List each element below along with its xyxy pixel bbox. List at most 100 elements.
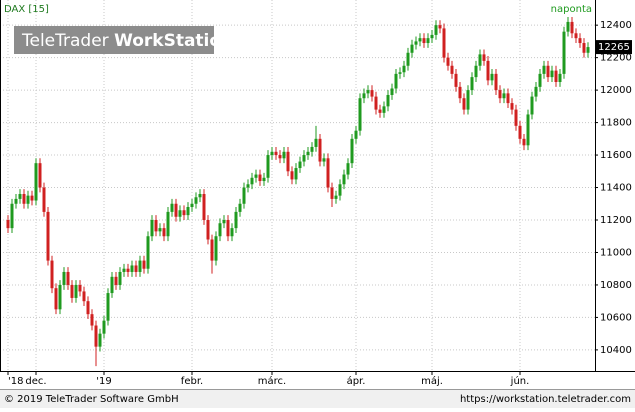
candle-body xyxy=(530,96,534,115)
candle-body xyxy=(454,73,458,87)
candle-body xyxy=(98,333,102,347)
candle-body xyxy=(226,220,230,237)
candle-body xyxy=(162,228,166,237)
candle-body xyxy=(78,284,82,292)
candle-body xyxy=(374,96,378,110)
candle-body xyxy=(490,73,494,81)
candle-body xyxy=(222,220,226,224)
candle-body xyxy=(202,194,206,221)
candle-body xyxy=(42,187,46,212)
candle-body xyxy=(102,320,106,334)
candle-body xyxy=(54,288,58,310)
candle-body xyxy=(542,65,546,74)
candle-body xyxy=(366,90,370,94)
candle-body xyxy=(182,210,186,216)
candle-body xyxy=(14,198,18,204)
candle-body xyxy=(86,301,90,315)
candle-body xyxy=(378,109,382,113)
candle-body xyxy=(254,174,258,178)
watermark: TeleTrader WorkStation xyxy=(21,31,233,51)
candle-body xyxy=(286,151,290,172)
candle-body xyxy=(494,73,498,91)
candle-body xyxy=(18,194,22,199)
candle-body xyxy=(578,38,582,44)
candle-body xyxy=(118,271,122,285)
candle-body xyxy=(342,174,346,185)
candle-body xyxy=(518,125,522,139)
candle-body xyxy=(390,88,394,95)
candle-body xyxy=(498,90,502,99)
candle-body xyxy=(134,265,138,272)
candle-body xyxy=(562,31,566,74)
candle-body xyxy=(282,151,286,159)
candle-body xyxy=(290,171,294,180)
x-tick-label: jún. xyxy=(510,375,530,387)
candle-body xyxy=(514,109,518,126)
candle-body xyxy=(334,195,338,199)
candle-body xyxy=(82,291,86,302)
candle-body xyxy=(346,163,350,175)
watermark-brand: TeleTrader xyxy=(21,31,109,51)
candle-body xyxy=(110,276,114,294)
candle-body xyxy=(406,52,410,66)
y-tick-label: 12400 xyxy=(600,20,632,31)
candle-body xyxy=(126,268,130,272)
candle-body xyxy=(158,228,162,232)
candle-body xyxy=(350,138,354,164)
candle-body xyxy=(150,220,154,237)
y-tick-label: 11800 xyxy=(600,118,632,129)
candle-body xyxy=(310,146,314,152)
candle-body xyxy=(414,41,418,45)
candle-body xyxy=(466,90,470,110)
candle-body xyxy=(90,314,94,326)
candle-body xyxy=(538,73,542,87)
candle-body xyxy=(206,220,210,240)
last-price-box xyxy=(596,40,632,55)
candle-body xyxy=(398,72,402,74)
candle-body xyxy=(506,93,510,104)
candle-body xyxy=(122,268,126,272)
candle-body xyxy=(570,21,574,34)
candle-body xyxy=(586,47,590,53)
y-tick-label: 11000 xyxy=(600,247,632,258)
candle-body xyxy=(450,65,454,74)
candle-body xyxy=(194,197,198,204)
candle-body xyxy=(478,54,482,66)
candle-body xyxy=(178,210,182,217)
y-tick-label: 10400 xyxy=(600,345,632,356)
candle-body xyxy=(174,203,178,217)
candle-body xyxy=(94,325,98,347)
candle-body xyxy=(114,276,118,285)
candle-body xyxy=(154,220,158,232)
candle-body xyxy=(106,293,110,321)
candle-body xyxy=(274,151,278,156)
candle-body xyxy=(250,177,254,185)
y-tick-label: 12200 xyxy=(600,53,632,64)
candle-body xyxy=(482,54,486,61)
candle-body xyxy=(38,163,42,188)
footer-url: https://workstation.teletrader.com xyxy=(460,394,631,405)
watermark-box xyxy=(14,26,214,54)
candle-body xyxy=(330,187,334,199)
candle-body xyxy=(258,174,262,182)
candle-body xyxy=(210,239,214,261)
candle-body xyxy=(526,114,530,146)
candle-body xyxy=(438,25,442,29)
candle-body xyxy=(370,90,374,97)
candle-body xyxy=(402,65,406,73)
candle-body xyxy=(66,271,70,285)
candle-body xyxy=(6,220,10,229)
candle-body xyxy=(186,207,190,216)
candle-body xyxy=(306,151,310,156)
candle-body xyxy=(26,195,30,204)
candle-body xyxy=(458,86,462,99)
y-tick-label: 10600 xyxy=(600,312,632,323)
copyright: © 2019 TeleTrader Software GmbH xyxy=(4,394,179,405)
grid xyxy=(0,0,595,371)
candle-body xyxy=(74,284,78,298)
candle-body xyxy=(262,177,266,182)
candle-body xyxy=(326,158,330,188)
candle-body xyxy=(214,236,218,261)
y-tick-label: 11400 xyxy=(600,183,632,194)
candle-body xyxy=(198,194,202,198)
